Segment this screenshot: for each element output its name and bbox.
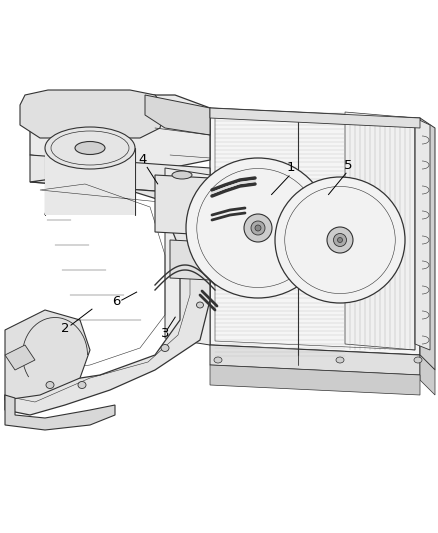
Polygon shape — [345, 112, 415, 350]
Polygon shape — [170, 240, 210, 280]
Polygon shape — [5, 175, 210, 415]
Text: 1: 1 — [287, 161, 296, 174]
Polygon shape — [210, 365, 420, 395]
Polygon shape — [210, 345, 420, 375]
Ellipse shape — [414, 357, 422, 363]
Ellipse shape — [327, 227, 353, 253]
Ellipse shape — [336, 357, 344, 363]
Ellipse shape — [172, 171, 192, 179]
Polygon shape — [420, 118, 435, 370]
Ellipse shape — [338, 238, 343, 243]
Polygon shape — [30, 95, 210, 168]
Polygon shape — [415, 118, 430, 350]
Polygon shape — [165, 168, 210, 345]
Text: 6: 6 — [112, 295, 121, 308]
Ellipse shape — [275, 177, 405, 303]
Ellipse shape — [251, 221, 265, 235]
Ellipse shape — [333, 233, 346, 246]
Ellipse shape — [46, 382, 54, 389]
Ellipse shape — [78, 382, 86, 389]
Ellipse shape — [45, 127, 135, 169]
Polygon shape — [145, 95, 210, 135]
Polygon shape — [210, 108, 420, 355]
Polygon shape — [420, 355, 435, 395]
Ellipse shape — [244, 214, 272, 242]
Ellipse shape — [186, 158, 330, 298]
Polygon shape — [5, 345, 35, 370]
Ellipse shape — [197, 302, 204, 308]
Text: 4: 4 — [138, 154, 147, 166]
Text: 3: 3 — [161, 327, 170, 340]
Polygon shape — [5, 310, 90, 400]
Polygon shape — [30, 155, 210, 195]
Ellipse shape — [214, 357, 222, 363]
Ellipse shape — [255, 225, 261, 231]
Polygon shape — [210, 108, 420, 128]
Text: 2: 2 — [60, 322, 69, 335]
Text: 5: 5 — [344, 159, 353, 172]
Ellipse shape — [75, 141, 105, 155]
Ellipse shape — [161, 344, 169, 351]
Polygon shape — [45, 148, 135, 215]
Polygon shape — [155, 175, 210, 235]
Polygon shape — [20, 90, 165, 138]
Polygon shape — [5, 395, 115, 430]
